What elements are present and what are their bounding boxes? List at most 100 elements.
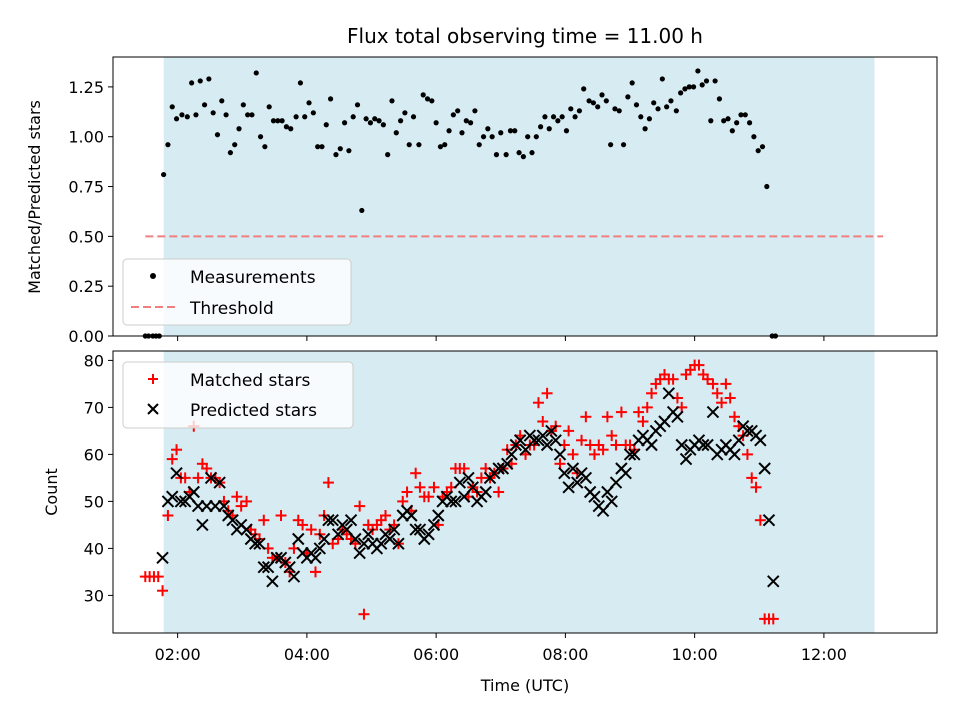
- measurement-point: [359, 207, 365, 214]
- legend-measurements-marker: [150, 273, 156, 279]
- bottom-x-ticks: 02:00 04:00 06:00 08:00 10:00 12:00: [155, 633, 847, 664]
- predicted-star-point: [248, 537, 262, 550]
- measurement-point: [603, 98, 609, 104]
- bottom-marks: [139, 359, 780, 625]
- measurement-point: [275, 118, 281, 124]
- predicted-star-point: [427, 518, 441, 532]
- predicted-star-point: [479, 485, 492, 499]
- matched-star-point: [358, 608, 370, 620]
- measurement-point: [201, 102, 208, 108]
- predicted-star-point: [392, 537, 405, 550]
- measurement-point: [608, 142, 614, 148]
- measurement-point: [725, 116, 731, 122]
- bottom-y-tick-label: 50: [84, 492, 104, 511]
- measurement-point: [489, 134, 495, 140]
- matched-star-point: [241, 495, 253, 507]
- measurement-point: [485, 126, 491, 132]
- predicted-star-point: [505, 448, 518, 461]
- predicted-star-point: [405, 509, 418, 522]
- matched-star-point: [410, 467, 422, 479]
- predicted-star-point: [609, 476, 623, 489]
- measurement-point: [746, 120, 753, 126]
- matched-star-point: [711, 387, 723, 399]
- measurement-point: [568, 106, 574, 112]
- legend-matched-marker: [148, 374, 158, 384]
- measurement-point: [429, 98, 435, 104]
- predicted-star-point: [762, 513, 776, 527]
- measurement-point: [455, 108, 461, 114]
- measurement-point: [184, 114, 190, 120]
- matched-star-point: [580, 411, 592, 423]
- predicted-star-point: [605, 495, 618, 508]
- measurement-point: [742, 112, 748, 118]
- measurement-point: [189, 80, 195, 86]
- measurement-point: [498, 130, 504, 136]
- predicted-star-point: [253, 537, 266, 550]
- measurement-point: [420, 92, 426, 98]
- matched-star-point: [192, 472, 204, 484]
- top-x-ticks: [177, 336, 825, 341]
- predicted-star-point: [462, 471, 475, 485]
- measurement-point: [655, 106, 661, 112]
- measurement-point: [193, 112, 199, 118]
- measurement-point: [397, 118, 404, 124]
- matched-star-point: [171, 444, 183, 456]
- measurement-point: [161, 171, 167, 178]
- bottom-y-tick-label: 80: [84, 351, 104, 370]
- predicted-star-point: [449, 495, 462, 508]
- matched-star-point: [767, 613, 779, 625]
- predicted-star-point: [413, 523, 427, 536]
- predicted-star-point: [628, 448, 641, 461]
- measurement-point: [751, 134, 757, 140]
- measurement-point: [590, 100, 596, 106]
- bottom-legend-box: [122, 361, 354, 429]
- matched-star-point: [746, 472, 758, 484]
- matched-star-point: [641, 401, 653, 413]
- bottom-y-tick-label: 30: [84, 586, 104, 605]
- measurement-point: [690, 84, 697, 90]
- measurement-point: [616, 108, 622, 114]
- matched-star-point: [401, 486, 413, 498]
- measurement-point: [446, 128, 452, 134]
- measurement-point: [633, 102, 640, 108]
- matched-star-point: [754, 514, 766, 526]
- predicted-star-point: [270, 551, 283, 565]
- measurement-point: [642, 126, 648, 132]
- measurement-point: [563, 128, 570, 134]
- matched-star-point: [741, 448, 753, 460]
- predicted-star-point: [166, 490, 179, 503]
- predicted-star-point: [767, 575, 780, 588]
- predicted-star-point: [675, 438, 688, 452]
- matched-star-point: [707, 378, 719, 390]
- measurement-point: [262, 144, 268, 150]
- predicted-star-point: [196, 518, 209, 532]
- measurement-point: [525, 134, 531, 140]
- matched-star-point: [414, 481, 426, 493]
- matched-star-point: [309, 566, 321, 578]
- measurement-point: [354, 102, 361, 108]
- matched-star-point: [637, 416, 649, 427]
- matched-star-point: [720, 378, 732, 390]
- measurement-point: [372, 116, 378, 122]
- predicted-star-point: [679, 452, 693, 466]
- legend-predicted-label: Predicted stars: [190, 401, 317, 421]
- measurement-point: [266, 104, 272, 110]
- measurement-point: [581, 86, 587, 92]
- measurement-point: [572, 114, 578, 120]
- measurement-point: [402, 110, 408, 116]
- matched-star-point: [297, 519, 309, 531]
- matched-star-point: [646, 387, 658, 399]
- measurement-point: [437, 144, 444, 150]
- matched-star-point: [354, 500, 366, 512]
- predicted-star-point: [362, 528, 375, 541]
- legend-predicted-marker: [147, 403, 159, 415]
- measurement-point: [678, 90, 684, 96]
- matched-star-point: [729, 411, 741, 423]
- measurement-point: [695, 68, 701, 74]
- measurement-point: [599, 92, 605, 98]
- matched-star-point: [724, 392, 736, 404]
- measurement-point: [232, 142, 238, 148]
- matched-star-point: [157, 585, 169, 597]
- bottom-y-ticks: 30 40 50 60 70 80: [84, 351, 113, 605]
- bottom-x-tick-label: 10:00: [672, 645, 718, 664]
